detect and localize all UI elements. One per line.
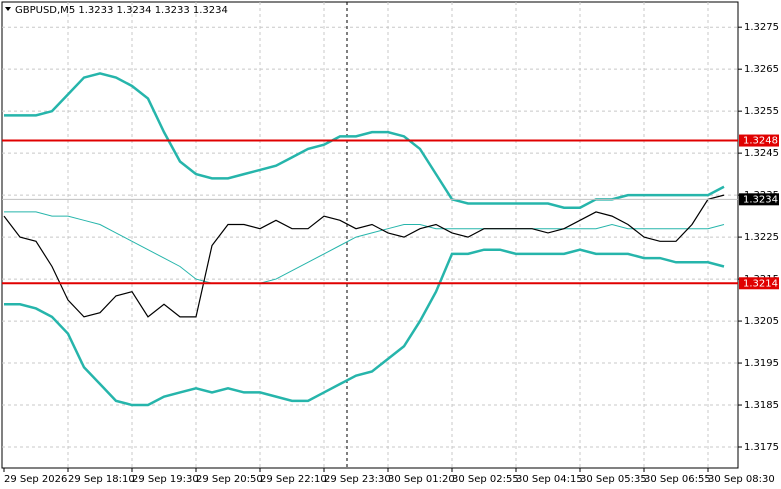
y-tick-label: 1.3205 xyxy=(744,316,779,327)
x-tick-label: 29 Sep 23:30 xyxy=(324,474,391,485)
level-box xyxy=(739,277,779,290)
x-tick-label: 29 Sep 20:50 xyxy=(196,474,263,485)
y-tick-label: 1.3225 xyxy=(744,232,779,243)
y-tick-label: 1.3195 xyxy=(744,358,779,369)
x-tick-label: 30 Sep 04:15 xyxy=(516,474,583,485)
plot-frame xyxy=(1,1,739,469)
series-line xyxy=(3,194,725,318)
current-price-box xyxy=(739,193,779,206)
y-tick-label: 1.3245 xyxy=(744,148,779,159)
x-tick-label: 30 Sep 01:20 xyxy=(388,474,455,485)
y-tick-label: 1.3175 xyxy=(744,442,779,453)
level-box xyxy=(739,134,779,147)
current-price-label: 1.3234 xyxy=(743,194,778,205)
grid xyxy=(2,2,738,468)
x-tick-label: 29 Sep 22:10 xyxy=(260,474,327,485)
y-tick-label: 1.3255 xyxy=(744,106,779,117)
x-tick-label: 30 Sep 05:35 xyxy=(580,474,647,485)
symbol-icon xyxy=(5,7,11,11)
y-tick-label: 1.3275 xyxy=(744,22,779,33)
x-tick-label: 29 Sep 18:10 xyxy=(68,474,135,485)
y-tick-label: 1.3265 xyxy=(744,64,779,75)
level-label: 1.3214 xyxy=(743,278,778,289)
x-tick-label: 29 Sep 2026 xyxy=(4,474,67,485)
x-tick-label: 30 Sep 06:55 xyxy=(644,474,711,485)
series-line xyxy=(4,248,725,407)
x-tick-label: 30 Sep 02:55 xyxy=(452,474,519,485)
series-line xyxy=(4,211,725,284)
y-tick-label: 1.3185 xyxy=(744,400,779,411)
chart-title: GBPUSD,M5 1.3233 1.3234 1.3233 1.3234 xyxy=(15,5,228,16)
x-tick-label: 29 Sep 19:30 xyxy=(132,474,199,485)
level-label: 1.3248 xyxy=(743,136,778,147)
x-tick-label: 30 Sep 08:30 xyxy=(708,474,775,485)
